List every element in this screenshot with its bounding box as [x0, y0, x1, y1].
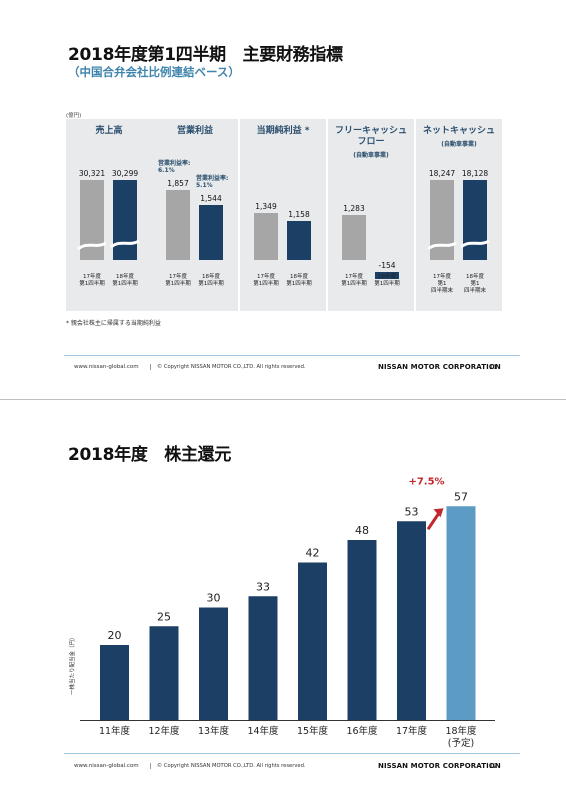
category-label: 18年度: [445, 725, 477, 737]
data-label: 30: [207, 592, 221, 605]
metric-panel: フリーキャッシュ フロー (自動車事業) 1,283 -154 17年度 第1四半期 18年度…: [328, 119, 414, 311]
footer-url-2[interactable]: www.nissan-global.com: [74, 763, 139, 769]
period-label-prev: 17年度 第1四半期: [79, 274, 105, 287]
metric-panel: 売上高 30,321 30,299 17年度 第1四半期 18年度 第1四半期: [66, 119, 152, 311]
growth-annotation: +7.5%: [408, 476, 444, 487]
bar-prev-year: [342, 215, 366, 260]
y-axis-label: 一株当たり配当金（円）: [68, 634, 76, 695]
period-label-current: 18年度 第1 四半期末: [463, 274, 486, 294]
data-label: 57: [454, 490, 468, 503]
category-label: (予定): [448, 737, 474, 749]
category-label: 16年度: [346, 725, 378, 737]
period-label-prev: 17年度 第1 四半期末: [430, 274, 453, 294]
page-title-2: 2018年度 株主還元: [68, 445, 232, 465]
data-label: 48: [355, 524, 369, 537]
axis-break-mark: [77, 239, 140, 251]
bar-prev-year: [166, 190, 190, 260]
period-label-current: 18年度 第1四半期: [286, 274, 312, 287]
value-prev-year: 30,321: [78, 169, 106, 178]
period-label-current: 18年度 第1四半期: [198, 274, 224, 287]
period-label-prev: 17年度 第1四半期: [165, 274, 191, 287]
bar-current-year: [463, 180, 487, 260]
footer-url[interactable]: www.nissan-global.com: [74, 364, 139, 370]
bar-dividend: [347, 540, 377, 720]
category-label: 17年度: [396, 725, 428, 737]
data-label: 20: [108, 629, 122, 642]
page-title: 2018年度第1四半期 主要財務指標: [68, 45, 343, 65]
footer-corporation: NISSAN MOTOR CORPORATION: [378, 363, 501, 371]
increase-arrow: [426, 511, 441, 531]
panel-title: 営業利益: [176, 126, 213, 136]
bar-dividend: [397, 521, 426, 720]
footer-copyright-2: © Copyright NISSAN MOTOR CO.,LTD. All ri…: [150, 763, 306, 769]
axis-break-mark: [427, 239, 490, 251]
margin-prev-year: 営業利益率: 6.1%: [158, 160, 191, 174]
value-current-year: 1,544: [200, 194, 222, 203]
page-subtitle: （中国合弁会社比例連結ベース）: [68, 65, 240, 79]
slide-separator: [0, 399, 566, 400]
bar-dividend: [149, 626, 179, 720]
bar-dividend: [199, 607, 228, 720]
footer-copyright: © Copyright NISSAN MOTOR CO.,LTD. All ri…: [150, 364, 306, 370]
value-current-year: 1,158: [288, 210, 310, 219]
footnote: * 親会社株主に帰属する当期純利益: [66, 320, 161, 327]
category-label: 12年度: [148, 725, 180, 737]
panel-subtitle: (自動車事業): [353, 152, 389, 159]
period-label-current: 18年度 第1四半期: [374, 274, 400, 287]
data-label: 53: [405, 505, 419, 518]
data-label: 33: [256, 580, 270, 593]
bar-dividend: [446, 506, 476, 720]
bar-current-year: [199, 205, 223, 260]
bar-current-year: [375, 272, 399, 279]
value-prev-year: 1,283: [343, 204, 365, 213]
unit-label: (億円): [66, 113, 82, 119]
period-label-prev: 17年度 第1四半期: [253, 274, 279, 287]
footer-divider-2: [64, 753, 520, 754]
panel-title: ネットキャッシュ: [422, 126, 495, 136]
value-current-year: 18,128: [461, 169, 489, 178]
category-label: 13年度: [198, 725, 230, 737]
panel-subtitle: (自動車事業): [441, 141, 477, 148]
bar-dividend: [248, 596, 278, 720]
bar-current-year: [287, 221, 311, 260]
data-label: 42: [306, 547, 320, 560]
bar-dividend: [298, 562, 327, 720]
value-prev-year: 18,247: [428, 169, 456, 178]
value-current-year: 30,299: [111, 169, 139, 178]
value-prev-year: 1,857: [167, 179, 189, 188]
value-prev-year: 1,349: [255, 202, 277, 211]
panel-title: フリーキャッシュ フロー: [334, 126, 407, 147]
metric-panel: 当期純利益 * 1,349 1,158 17年度 第1四半期 18年度 第1四半期: [240, 119, 326, 311]
metric-panel: 営業利益 1,857 1,544 営業利益率: 6.1% 営業利益率: 5.1% 17年度 第1…: [152, 119, 238, 311]
footer-corporation-2: NISSAN MOTOR CORPORATION: [378, 762, 501, 770]
data-label: 25: [157, 610, 171, 623]
value-current-year: -154: [378, 261, 396, 270]
category-label: 11年度: [99, 725, 131, 737]
bar-current-year: [113, 180, 137, 260]
period-label-prev: 17年度 第1四半期: [341, 274, 367, 287]
page-number: 11: [489, 363, 498, 371]
panel-title: 売上高: [95, 126, 123, 136]
footer-divider: [64, 355, 520, 356]
slide-11: 2018年度第1四半期 主要財務指標 （中国合弁会社比例連結ベース） (億円) …: [0, 0, 566, 399]
bar-prev-year: [254, 213, 278, 260]
panel-title: 当期純利益 *: [256, 126, 310, 136]
increase-arrowhead: [433, 508, 444, 518]
dividend-bar-chart: 一株当たり配当金（円） 20 11年度 25 12年度 30 13年度 33 14年度 42 15年…: [68, 476, 495, 749]
bar-dividend: [100, 645, 129, 720]
page-number-2: 12: [489, 762, 498, 770]
category-label: 15年度: [297, 725, 329, 737]
category-label: 14年度: [247, 725, 279, 737]
period-label-current: 18年度 第1四半期: [112, 274, 138, 287]
metric-panel: ネットキャッシュ (自動車事業) 18,247 18,128 17年度 第1 四半期末 18年…: [416, 119, 502, 311]
margin-current-year: 営業利益率: 5.1%: [196, 175, 229, 189]
